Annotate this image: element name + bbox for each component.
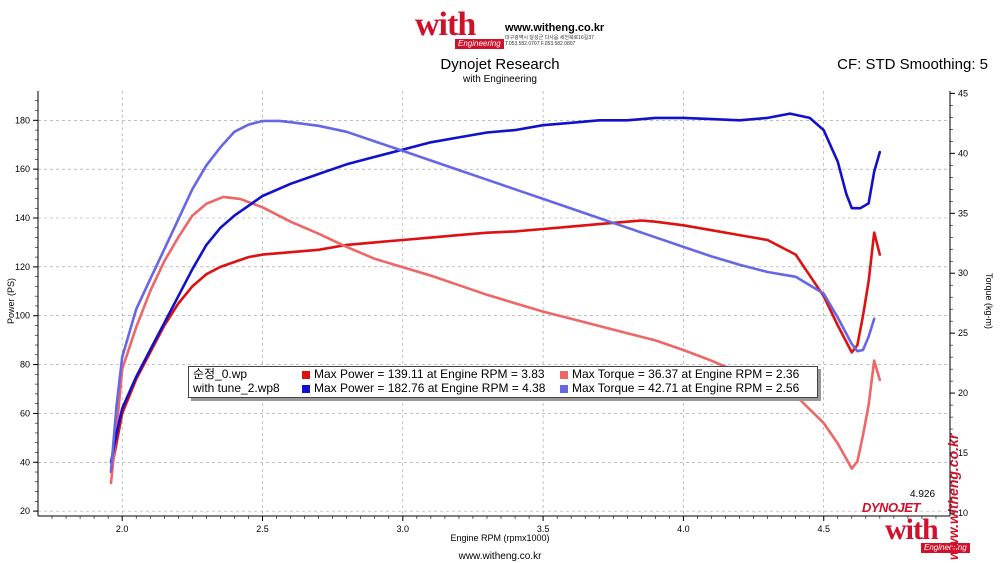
y-left-tick-label: 100 — [15, 311, 30, 321]
tick-labels: 2.0 2.5 3.0 3.5 4.0 4.5 20 40 60 80 100 120 140 160 18… — [15, 88, 968, 534]
website-header: www.witheng.co.kr — [505, 22, 605, 34]
y-right-tick-label: 20 — [958, 388, 968, 398]
x-tick-label: 2.0 — [116, 524, 129, 534]
legend-swatch-run1-power — [302, 371, 310, 379]
y-right-tick-label: 45 — [958, 88, 968, 98]
side-watermark-url: www.witheng.co.kr — [945, 433, 961, 560]
brand-logo-bottom-subtext: Engineering — [921, 543, 970, 553]
x-axis-label: Engine RPM (rpmx1000) — [450, 533, 549, 543]
legend-swatch-run2-torque — [560, 385, 568, 393]
y-right-tick-label: 10 — [958, 508, 968, 518]
legend-file-run1: 순정_0.wp — [193, 367, 248, 381]
legend: 순정_0.wp Max Power = 139.11 at Engine RPM… — [188, 366, 818, 398]
series-run1-torque-line — [109, 195, 882, 485]
dynojet-logo: DYNOJET — [862, 500, 920, 515]
series-lines — [109, 112, 882, 485]
x-tick-label: 2.5 — [256, 524, 269, 534]
x-tick-label: 3.0 — [397, 524, 410, 534]
brand-logo-word: with — [415, 6, 476, 43]
footer-url: www.witheng.co.kr — [458, 551, 542, 562]
y-left-tick-label: 60 — [20, 408, 30, 418]
x-tick-label: 3.5 — [537, 524, 550, 534]
y-left-tick-label: 160 — [15, 164, 30, 174]
y-left-tick-label: 40 — [20, 457, 30, 467]
y-left-tick-label: 120 — [15, 262, 30, 272]
x-tick-label: 4.5 — [817, 524, 830, 534]
series-run2-torque-line — [109, 119, 876, 473]
chart-subtitle: with Engineering — [463, 74, 537, 85]
series-run1-power-line — [109, 219, 882, 474]
y-right-tick-label: 30 — [958, 268, 968, 278]
grid-lines — [38, 91, 950, 516]
contact-line: 대구광역시 달성군 다사읍 세천북로16길37 T.053.582.0707 F… — [505, 35, 594, 47]
series-run2-power-line — [109, 112, 882, 464]
y-left-tick-label: 80 — [20, 360, 30, 370]
y-left-tick-label: 20 — [20, 506, 30, 516]
y-right-tick-label: 35 — [958, 208, 968, 218]
legend-entry-run1-torque: Max Torque = 36.37 at Engine RPM = 2.36 — [572, 367, 800, 381]
brand-logo-top: with Engineering — [415, 6, 615, 50]
legend-swatch-run1-torque — [560, 371, 568, 379]
brand-logo-bottom: with Engineering — [885, 513, 970, 553]
x-tick-label: 4.0 — [677, 524, 690, 534]
y-right-tick-label: 25 — [958, 328, 968, 338]
legend-entry-run2-power: Max Power = 182.76 at Engine RPM = 4.38 — [314, 381, 546, 395]
brand-logo-subtext: Engineering — [455, 39, 504, 49]
y-axis-right-label: Torque (kg-m) — [984, 273, 994, 329]
y-left-tick-label: 140 — [15, 213, 30, 223]
brand-logo-bottom-word: with — [885, 513, 939, 546]
y-left-tick-label: 180 — [15, 115, 30, 125]
legend-file-run2: with tune_2.wp8 — [193, 381, 280, 395]
legend-swatch-run2-power — [302, 385, 310, 393]
y-right-tick-label: 15 — [958, 448, 968, 458]
axes — [33, 91, 955, 521]
cursor-readout: 4.926 — [910, 489, 936, 500]
correction-factor-text: CF: STD Smoothing: 5 — [837, 56, 988, 73]
y-right-tick-label: 40 — [958, 148, 968, 158]
y-axis-left-label: Power (PS) — [6, 278, 16, 324]
chart-title: Dynojet Research — [440, 56, 560, 73]
legend-entry-run2-torque: Max Torque = 42.71 at Engine RPM = 2.56 — [572, 381, 800, 395]
legend-entry-run1-power: Max Power = 139.11 at Engine RPM = 3.83 — [314, 367, 545, 381]
